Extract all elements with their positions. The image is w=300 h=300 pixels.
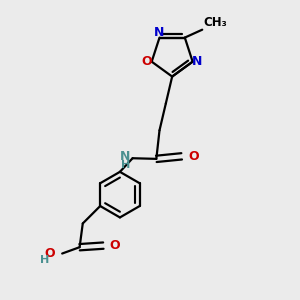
Text: O: O xyxy=(45,247,55,260)
Text: CH₃: CH₃ xyxy=(204,16,228,29)
Text: N: N xyxy=(192,55,203,68)
Text: N: N xyxy=(154,26,165,39)
Text: O: O xyxy=(142,55,152,68)
Text: H: H xyxy=(40,256,49,266)
Text: O: O xyxy=(189,150,199,163)
Text: N: N xyxy=(120,151,130,164)
Text: H: H xyxy=(121,160,130,170)
Text: O: O xyxy=(110,239,120,252)
